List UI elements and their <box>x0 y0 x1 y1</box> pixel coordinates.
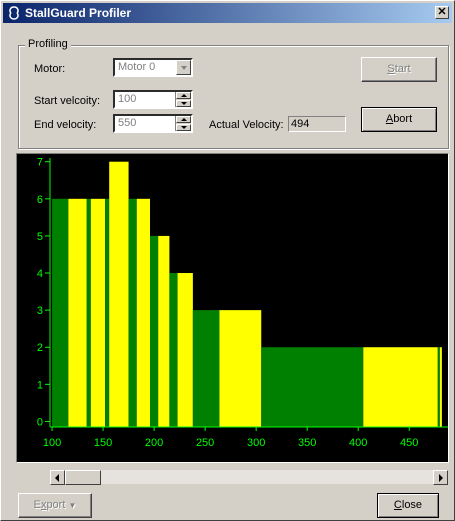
chart-bar-3 <box>90 198 106 427</box>
chart-bar-1 <box>68 198 87 427</box>
profiling-group <box>18 45 449 149</box>
close-button-label: lose <box>401 499 423 511</box>
chart-bar-9 <box>158 235 170 427</box>
export-button-label: port <box>46 499 66 511</box>
chart-x-tick-label-250: 250 <box>196 437 214 449</box>
window-title: StallGuard Profiler <box>25 6 132 20</box>
actual-velocity-readout: 494 <box>288 116 346 132</box>
actual-velocity-label: Actual Velocity: <box>209 119 284 131</box>
stallguard-chart: 0 1 2 3 4 5 6 7 100 150 200 250 300 350 400 450 <box>16 153 449 463</box>
window-close-button[interactable]: ✕ <box>435 6 449 19</box>
title-bar[interactable]: StallGuard Profiler ✕ <box>3 3 452 23</box>
chart-y-tick-label-5: 5 <box>37 231 43 243</box>
chart-bar-7 <box>136 198 151 427</box>
chart-svg: 0 1 2 3 4 5 6 7 100 150 200 250 300 350 400 450 <box>37 157 448 449</box>
chart-x-tick-label-200: 200 <box>145 437 163 449</box>
scroll-left-icon[interactable] <box>50 470 65 485</box>
end-velocity-stepper[interactable]: 550 <box>113 114 193 133</box>
chart-bar-4 <box>105 198 110 427</box>
chart-y-tick-label-7: 7 <box>37 157 43 169</box>
chart-x-tick-label-400: 400 <box>349 437 367 449</box>
end-velocity-label: End velocity: <box>34 119 97 131</box>
chart-bar-2 <box>86 198 91 427</box>
profiling-group-label: Profiling <box>25 38 71 50</box>
spin-down-icon[interactable] <box>176 124 191 131</box>
chart-bar-10 <box>169 273 178 427</box>
chart-y-tick-label-2: 2 <box>37 342 43 354</box>
start-velocity-stepper[interactable]: 100 <box>113 90 193 109</box>
chart-x-tick-label-100: 100 <box>43 437 61 449</box>
start-velocity-label: Start velcoity: <box>34 95 101 107</box>
chart-y-tick-label-6: 6 <box>37 194 43 206</box>
chart-bar-13 <box>219 310 262 427</box>
chart-y-tick-label-1: 1 <box>37 379 43 391</box>
chart-x-tick-label-150: 150 <box>94 437 112 449</box>
motor-label: Motor: <box>34 63 66 75</box>
start-velocity-value: 100 <box>118 93 137 105</box>
chevron-down-icon[interactable] <box>176 60 191 75</box>
chart-bar-11 <box>177 273 193 427</box>
scroll-right-icon[interactable] <box>433 470 448 485</box>
chart-bar-12 <box>192 310 220 427</box>
scrollbar-thumb[interactable] <box>65 470 101 485</box>
chart-y-tick-label-4: 4 <box>37 268 43 280</box>
chart-bar-0 <box>52 198 69 427</box>
chart-horizontal-scrollbar[interactable] <box>49 469 449 485</box>
close-button-hotkey: C <box>393 499 402 511</box>
chart-bar-5 <box>109 161 129 428</box>
chart-x-tick-label-300: 300 <box>247 437 265 449</box>
close-icon: ✕ <box>437 6 447 18</box>
export-button[interactable]: Export ▼ <box>18 493 92 518</box>
chart-y-tick-label-3: 3 <box>37 305 43 317</box>
start-button-hotkey: S <box>387 63 395 75</box>
start-velocity-spin[interactable] <box>175 92 191 107</box>
close-button[interactable]: Close <box>377 493 439 518</box>
end-velocity-spin[interactable] <box>175 116 191 131</box>
export-button-hotkey: x <box>40 499 47 511</box>
chart-x-tick-label-350: 350 <box>298 437 316 449</box>
chart-bar-15 <box>363 347 438 427</box>
chart-x-tick-label-450: 450 <box>400 437 418 449</box>
motor-select-value: Motor 0 <box>118 61 156 73</box>
start-button[interactable]: Start <box>361 57 437 82</box>
chart-bar-6 <box>128 198 137 427</box>
abort-button[interactable]: Abort <box>361 107 437 132</box>
spin-down-icon[interactable] <box>176 100 191 107</box>
end-velocity-value: 550 <box>118 117 137 129</box>
motor-select[interactable]: Motor 0 <box>113 58 193 77</box>
abort-button-hotkey: A <box>385 113 394 125</box>
chart-bar-14 <box>261 347 364 427</box>
export-button-prefix: E <box>33 499 41 511</box>
spin-up-icon[interactable] <box>176 116 191 123</box>
export-dropdown-icon: ▼ <box>68 501 77 510</box>
spin-up-icon[interactable] <box>176 92 191 99</box>
chart-bar-17 <box>439 347 442 427</box>
start-button-label: tart <box>394 63 411 75</box>
chart-bar-16 <box>437 347 440 427</box>
chart-bar-8 <box>150 235 159 427</box>
chart-y-tick-label-0: 0 <box>37 416 43 428</box>
abort-button-label: bort <box>393 113 413 125</box>
stallguard-logo-icon <box>9 6 19 20</box>
